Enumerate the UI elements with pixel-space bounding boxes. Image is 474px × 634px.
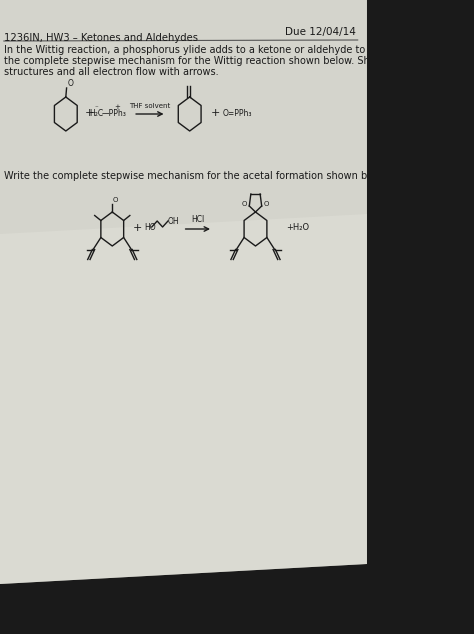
Text: Write the complete stepwise mechanism for the acetal formation shown below.: Write the complete stepwise mechanism fo… <box>4 171 392 181</box>
Text: the complete stepwise mechanism for the Wittig reaction shown below. Show all in: the complete stepwise mechanism for the … <box>4 56 464 66</box>
Text: O: O <box>113 197 118 203</box>
Text: +: + <box>114 104 120 110</box>
Text: structures and all electron flow with arrows.: structures and all electron flow with ar… <box>4 67 219 77</box>
Text: O: O <box>242 201 247 207</box>
Text: +: + <box>85 108 94 118</box>
Polygon shape <box>0 0 367 584</box>
Text: HCl: HCl <box>191 215 204 224</box>
Text: ⁻: ⁻ <box>94 105 98 111</box>
Text: O=PPh₃: O=PPh₃ <box>223 108 253 117</box>
FancyBboxPatch shape <box>0 0 367 74</box>
Text: Due 12/04/14: Due 12/04/14 <box>285 27 356 37</box>
Text: 1236IN, HW3 – Ketones and Aldehydes: 1236IN, HW3 – Ketones and Aldehydes <box>4 33 198 43</box>
Text: HO: HO <box>144 223 155 231</box>
Text: H₂C: H₂C <box>89 108 103 117</box>
Polygon shape <box>0 214 367 584</box>
Text: THF solvent: THF solvent <box>129 103 170 109</box>
Text: O: O <box>67 79 73 88</box>
Text: In the Wittig reaction, a phosphorus ylide adds to a ketone or aldehyde to yield: In the Wittig reaction, a phosphorus yli… <box>4 45 474 55</box>
Text: +H₂O: +H₂O <box>286 223 310 231</box>
Text: +: + <box>210 108 220 118</box>
Text: —PPh₃: —PPh₃ <box>101 108 126 117</box>
Text: OH: OH <box>168 216 180 226</box>
Text: +: + <box>133 223 143 233</box>
Text: O: O <box>264 201 269 207</box>
